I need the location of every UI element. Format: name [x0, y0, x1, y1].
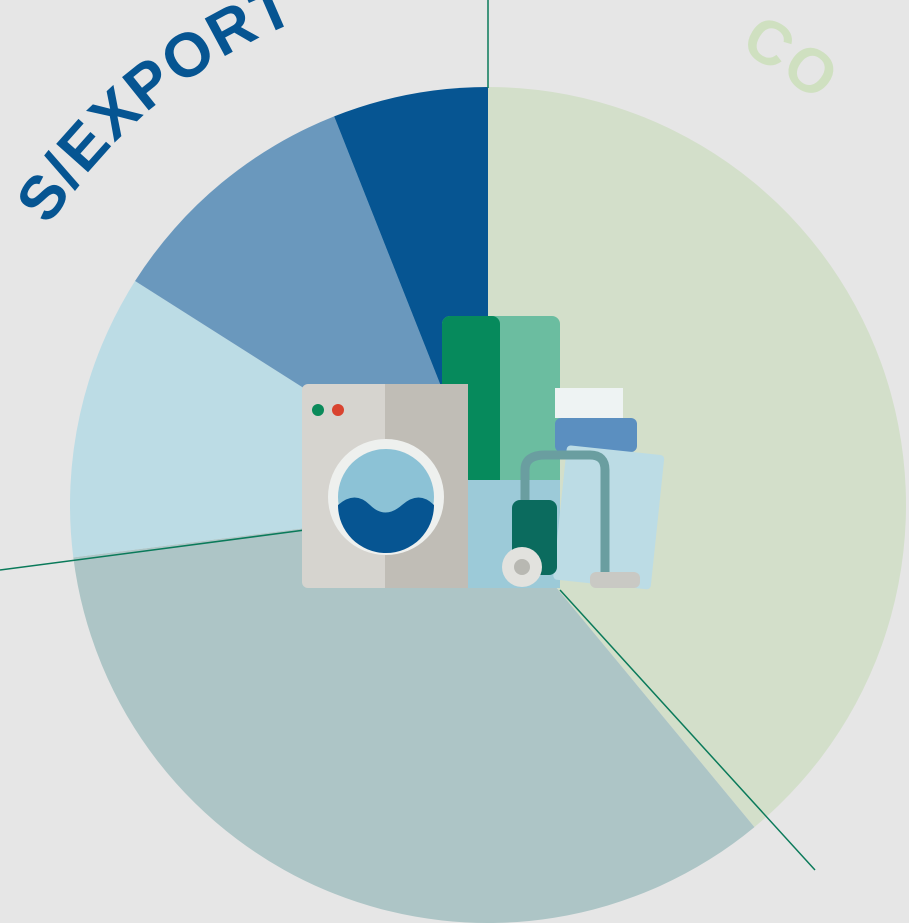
leader-line	[559, 589, 816, 871]
leader-lines	[0, 0, 816, 871]
pie	[70, 87, 906, 923]
curved-label: CO	[731, 2, 851, 115]
annotation: CO	[731, 2, 849, 115]
appliances-illustration	[302, 316, 665, 590]
pie-slice	[73, 505, 755, 923]
leader-line	[0, 529, 306, 571]
pie-slice	[488, 87, 906, 828]
